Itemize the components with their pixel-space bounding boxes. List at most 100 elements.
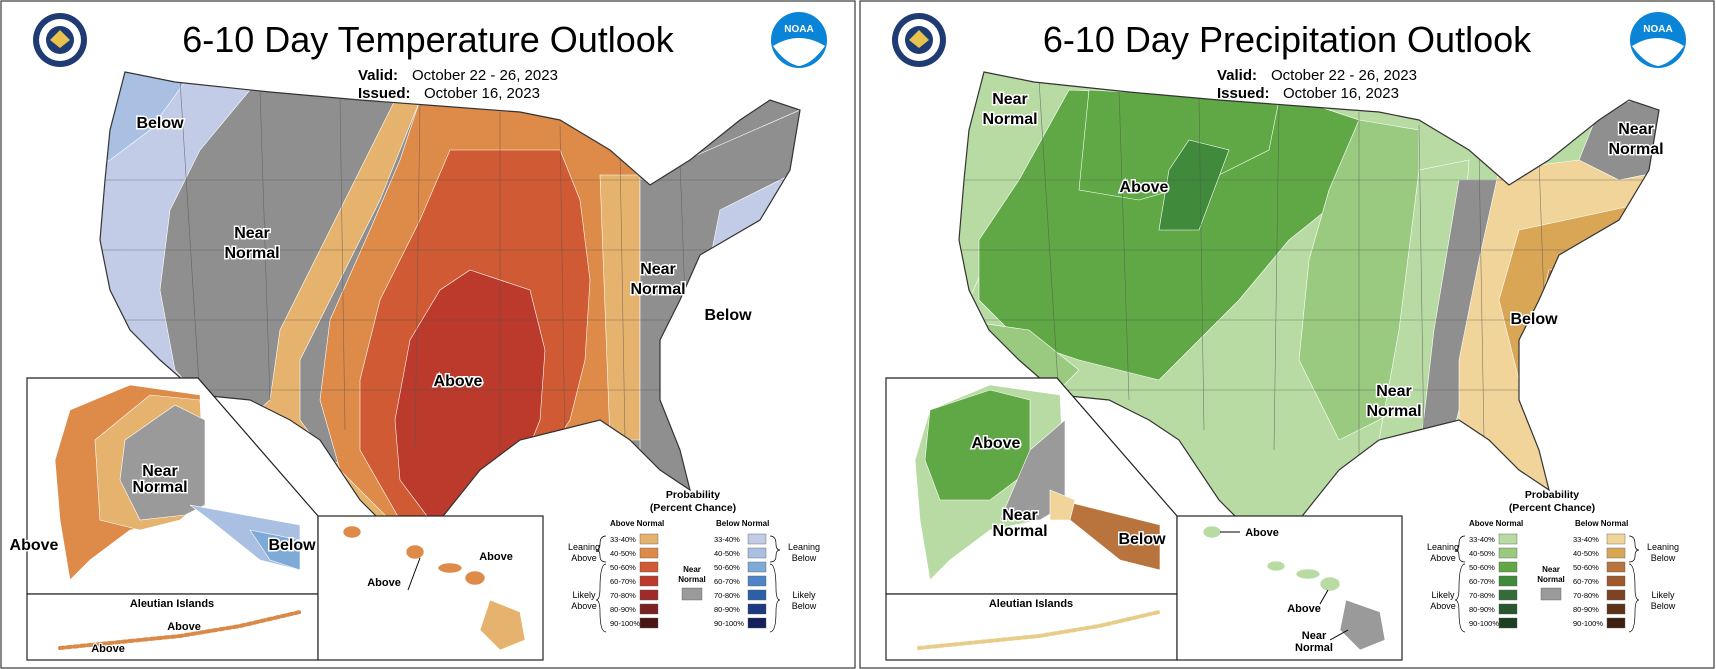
legend-below-swatch <box>747 589 767 601</box>
legend-above-pct: 40-50% <box>1469 549 1495 558</box>
legend-above-pct: 70-80% <box>1469 591 1495 600</box>
legend-below-swatch <box>747 561 767 573</box>
label-main-above: Above <box>434 373 483 390</box>
label-se-near-2: Normal <box>1366 403 1421 420</box>
svg-text:NOAA: NOAA <box>1643 24 1672 35</box>
hawaii-inset <box>317 515 544 661</box>
aleutian-inset <box>885 593 1178 661</box>
legend-above-pct: 90-100% <box>610 619 640 628</box>
legend-above-pct: 33-40% <box>1469 535 1495 544</box>
legend-below-pct: 40-50% <box>1573 549 1599 558</box>
legend-below-swatch <box>747 603 767 615</box>
legend-leaning-above-1: Leaning <box>568 542 600 552</box>
commerce-seal-icon <box>892 13 946 67</box>
legend-below-swatch <box>1606 575 1626 587</box>
legend-below-pct: 50-60% <box>1573 563 1599 572</box>
legend-below-pct: 90-100% <box>714 619 744 628</box>
panel-title: 6-10 Day Temperature Outlook <box>182 19 675 60</box>
valid-label: Valid: <box>358 67 398 84</box>
legend-likely-above-1: Likely <box>572 590 596 600</box>
legend-below-swatch <box>747 575 767 587</box>
legend-below-header: Below Normal <box>1575 519 1628 528</box>
temperature-legend: Probability(Percent Chance) Above Normal B… <box>568 489 820 633</box>
legend-above-swatch <box>639 589 659 601</box>
legend-above-pct: 90-100% <box>1469 619 1499 628</box>
legend-likely-below-1: Likely <box>792 590 816 600</box>
legend-above-swatch <box>1498 575 1518 587</box>
aleutian-title: Aleutian Islands <box>989 598 1073 610</box>
legend-above-pct: 50-60% <box>610 563 636 572</box>
legend-brace <box>1454 563 1466 633</box>
label-ne-near-2: Normal <box>1608 141 1663 158</box>
temperature-outlook-panel: NOAA 6-10 Day Temperature Outlook Valid:… <box>0 0 856 669</box>
legend-title: Probability <box>666 489 720 501</box>
legend-near-label-1: Near <box>683 565 701 574</box>
legend-near-label-2: Normal <box>1537 575 1565 584</box>
precipitation-legend: Probability(Percent Chance) Above Normal B… <box>1427 489 1679 633</box>
legend-likely-above-2: Above <box>1430 601 1456 611</box>
valid-dates: October 22 - 26, 2023 <box>1271 67 1417 84</box>
legend-brace <box>595 535 607 563</box>
legend-near-label-2: Normal <box>678 575 706 584</box>
label-east-near-2: Normal <box>630 281 685 298</box>
legend-above-pct: 40-50% <box>610 549 636 558</box>
hawaii-label-above-top: Above <box>1245 527 1279 539</box>
legend-leaning-above-2: Above <box>1430 553 1456 563</box>
legend-below-pct: 80-90% <box>714 605 740 614</box>
legend-above-swatch <box>639 533 659 545</box>
legend-likely-above-2: Above <box>571 601 597 611</box>
label-east-near-1: Near <box>640 261 676 278</box>
alaska-label-below: Below <box>268 537 316 554</box>
commerce-seal-icon <box>33 13 87 67</box>
legend-above-swatch <box>1498 589 1518 601</box>
legend-above-swatch <box>1498 603 1518 615</box>
legend-below-pct: 80-90% <box>1573 605 1599 614</box>
legend-below-swatch <box>1606 561 1626 573</box>
label-center-near-1: Near <box>234 225 270 242</box>
label-nw-near-2: Normal <box>982 111 1037 128</box>
issued-date: October 16, 2023 <box>1283 85 1399 102</box>
label-southeast-below: Below <box>1510 311 1558 328</box>
legend-above-pct: 80-90% <box>610 605 636 614</box>
legend-above-pct: 80-90% <box>1469 605 1495 614</box>
legend-likely-above-1: Likely <box>1431 590 1455 600</box>
legend-above-swatch <box>639 547 659 559</box>
legend-likely-below-2: Below <box>792 601 817 611</box>
aleutian-title: Aleutian Islands <box>130 598 214 610</box>
legend-below-pct: 33-40% <box>714 535 740 544</box>
legend-above-header: Above Normal <box>610 519 664 528</box>
legend-below-swatch <box>747 617 767 629</box>
legend-near-label-1: Near <box>1542 565 1560 574</box>
aleutian-label-above-bottom: Above <box>91 643 125 655</box>
legend-near-swatch <box>1540 587 1562 601</box>
label-se-near-1: Near <box>1376 383 1412 400</box>
issued-date: October 16, 2023 <box>424 85 540 102</box>
label-center-near-2: Normal <box>224 245 279 262</box>
noaa-logo-icon: NOAA <box>1630 12 1686 68</box>
legend-below-pct: 33-40% <box>1573 535 1599 544</box>
legend-below-pct: 60-70% <box>1573 577 1599 586</box>
alaska-label-near-2: Normal <box>992 523 1047 540</box>
aleutian-label-above-top: Above <box>167 621 201 633</box>
precipitation-outlook-panel: NOAA 6-10 Day Precipitation Outlook Vali… <box>859 0 1715 669</box>
legend-below-swatch <box>1606 547 1626 559</box>
alaska-label-near-1: Near <box>142 463 178 480</box>
legend-below-swatch <box>1606 533 1626 545</box>
legend-below-header: Below Normal <box>716 519 769 528</box>
legend-likely-below-2: Below <box>1651 601 1676 611</box>
legend-brace <box>595 563 607 633</box>
label-nw-near-1: Near <box>992 91 1028 108</box>
legend-above-swatch <box>639 603 659 615</box>
legend-above-pct: 60-70% <box>610 577 636 586</box>
legend-below-swatch <box>1606 603 1626 615</box>
legend-below-pct: 60-70% <box>714 577 740 586</box>
legend-leaning-below-2: Below <box>792 553 817 563</box>
legend-below-pct: 90-100% <box>1573 619 1603 628</box>
legend-brace <box>769 535 781 563</box>
legend-leaning-above-2: Above <box>571 553 597 563</box>
legend-above-pct: 50-60% <box>1469 563 1495 572</box>
hawaii-label-above-top: Above <box>479 551 513 563</box>
legend-below-pct: 70-80% <box>1573 591 1599 600</box>
legend-above-swatch <box>639 575 659 587</box>
legend-likely-below-1: Likely <box>1651 590 1675 600</box>
